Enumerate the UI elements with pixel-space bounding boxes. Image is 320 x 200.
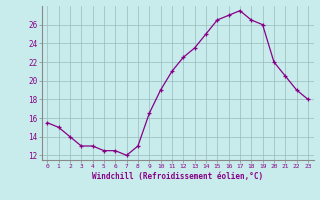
X-axis label: Windchill (Refroidissement éolien,°C): Windchill (Refroidissement éolien,°C) (92, 172, 263, 181)
